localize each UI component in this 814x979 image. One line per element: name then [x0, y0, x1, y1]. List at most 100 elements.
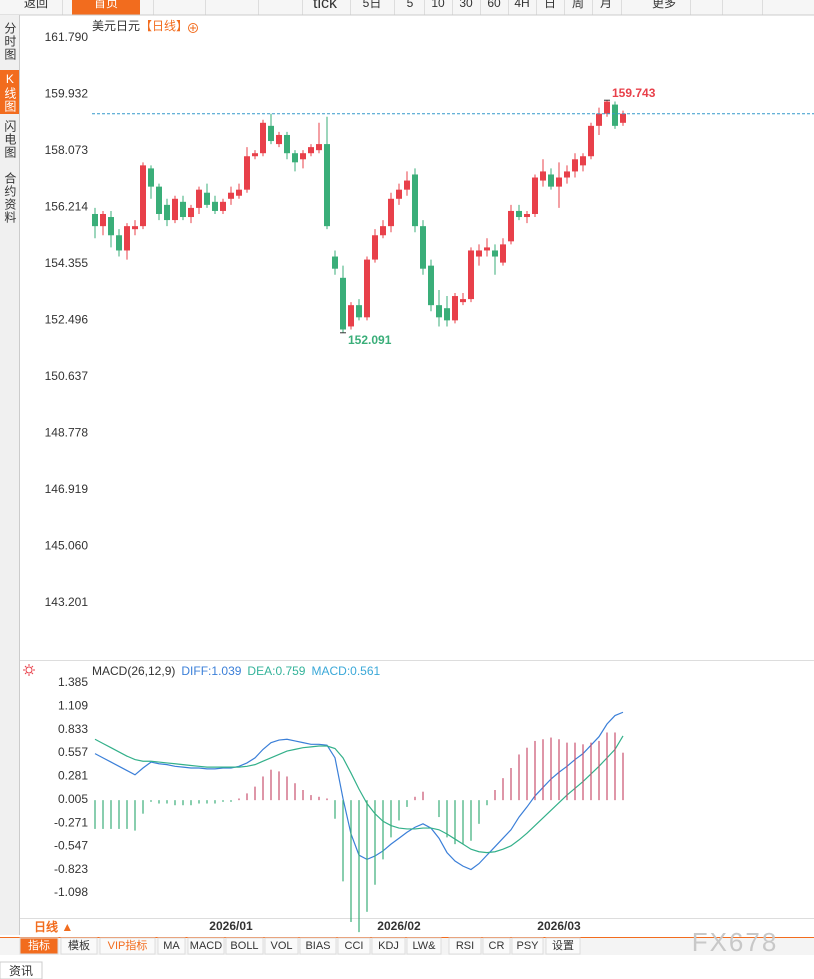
y-tick-label: 145.060: [45, 539, 89, 553]
candle-body: [172, 198, 178, 221]
candle-body: [412, 174, 418, 227]
indicator-tab[interactable]: VOL: [270, 940, 292, 952]
toolbar-button[interactable]: 返回: [24, 0, 48, 10]
candle-body: [252, 153, 258, 157]
indicator-tab[interactable]: KDJ: [378, 940, 399, 952]
candle-body: [372, 235, 378, 260]
indicator-tab-bg: [60, 937, 98, 955]
candle-body: [148, 168, 154, 187]
indicator-tab[interactable]: BIAS: [305, 940, 330, 952]
x-tick-label: 2026/01: [209, 919, 253, 933]
side-tab[interactable]: 分时图: [3, 22, 17, 61]
y-tick-label: -0.271: [54, 815, 88, 829]
indicator-tab[interactable]: MACD: [190, 940, 222, 952]
toolbar-button[interactable]: 60: [487, 0, 501, 10]
toolbar-button[interactable]: 5: [407, 0, 414, 10]
side-bar: [0, 15, 19, 935]
candle-body: [132, 226, 138, 230]
candle-body: [348, 305, 354, 327]
candle-body: [380, 226, 386, 236]
period-label[interactable]: 日线 ▲: [34, 919, 73, 934]
indicator-tab-bg: [406, 937, 442, 955]
indicator-tab[interactable]: LW&: [412, 940, 436, 952]
side-tab[interactable]: K线图: [3, 72, 17, 113]
indicator-tab-bg: [511, 937, 544, 955]
legend-separator: :: [208, 664, 211, 678]
candle-body: [308, 147, 314, 154]
candle-body: [444, 308, 450, 321]
candle-body: [244, 156, 250, 190]
indicator-tab[interactable]: PSY: [516, 940, 539, 952]
footer-tab-bg: [0, 961, 43, 979]
candle-body: [204, 192, 210, 205]
toolbar-button[interactable]: 10: [431, 0, 445, 10]
candle-body: [580, 156, 586, 166]
toolbar-button[interactable]: 4H: [514, 0, 529, 10]
chart-subtitle: 【日线】: [140, 19, 188, 33]
candle-body: [276, 134, 282, 145]
candle-body: [332, 256, 338, 269]
legend-separator: :: [272, 664, 275, 678]
footer-tab[interactable]: 资讯: [9, 964, 33, 978]
toolbar-button[interactable]: 日: [544, 0, 556, 10]
toolbar-button[interactable]: 首页: [94, 0, 118, 10]
toolbar-button[interactable]: tick: [313, 0, 338, 12]
candle-body: [604, 101, 610, 114]
toolbar-button[interactable]: 周: [572, 0, 584, 10]
indicator-tab[interactable]: MA: [163, 940, 180, 952]
candle-body: [164, 204, 170, 221]
y-tick-label: 0.005: [58, 792, 88, 806]
candle-body: [260, 122, 266, 154]
candle-body: [292, 153, 298, 163]
candle-body: [492, 250, 498, 257]
side-tab[interactable]: 闪电图: [3, 120, 17, 159]
indicator-tab[interactable]: VIP指标: [108, 938, 148, 952]
candle-body: [388, 198, 394, 227]
macd-title: MACD(26,12,9): [92, 664, 175, 678]
candle-body: [500, 244, 506, 263]
indicator-tab[interactable]: CR: [489, 940, 505, 952]
sun-icon[interactable]: [23, 664, 35, 676]
indicator-tab[interactable]: 设置: [552, 939, 574, 952]
indicator-tab[interactable]: 指标: [28, 938, 50, 952]
y-tick-label: 154.355: [45, 256, 89, 270]
candle-body: [340, 277, 346, 330]
indicator-tab-bg: [545, 937, 581, 955]
toolbar-button[interactable]: 30: [459, 0, 473, 10]
y-tick-label: 158.073: [45, 143, 89, 157]
candle-body: [540, 171, 546, 181]
candle-body: [428, 265, 434, 306]
candle-body: [452, 296, 458, 321]
watermark: FX678: [692, 927, 779, 957]
candle-body: [596, 113, 602, 126]
add-icon[interactable]: [188, 23, 198, 33]
candle-body: [188, 207, 194, 218]
y-tick-label: 152.496: [45, 313, 89, 327]
candle-body: [420, 226, 426, 269]
macd-line: [94, 735, 624, 854]
candle-body: [364, 259, 370, 318]
legend-value: 0.759: [275, 664, 305, 678]
y-tick-label: 1.109: [58, 699, 88, 713]
toolbar-button[interactable]: 更多: [652, 0, 676, 10]
toolbar-button[interactable]: 月: [600, 0, 612, 10]
candle-body: [124, 226, 130, 251]
indicator-tab[interactable]: 模板: [68, 938, 90, 952]
indicator-tab[interactable]: BOLL: [230, 940, 258, 952]
y-tick-label: 0.557: [58, 745, 88, 759]
side-tab[interactable]: 合约资料: [3, 171, 17, 224]
candle-body: [108, 217, 114, 236]
toolbar: [0, 0, 814, 15]
candle-body: [524, 213, 530, 218]
legend-name: DEA: [247, 664, 272, 678]
toolbar-button[interactable]: 5日: [363, 0, 382, 10]
indicator-tab[interactable]: CCI: [345, 940, 364, 952]
candle-body: [396, 189, 402, 199]
candle-body: [484, 247, 490, 251]
indicator-tab[interactable]: RSI: [456, 940, 474, 952]
legend-value: 1.039: [211, 664, 241, 678]
candle-body: [180, 201, 186, 218]
candle-body: [228, 192, 234, 199]
